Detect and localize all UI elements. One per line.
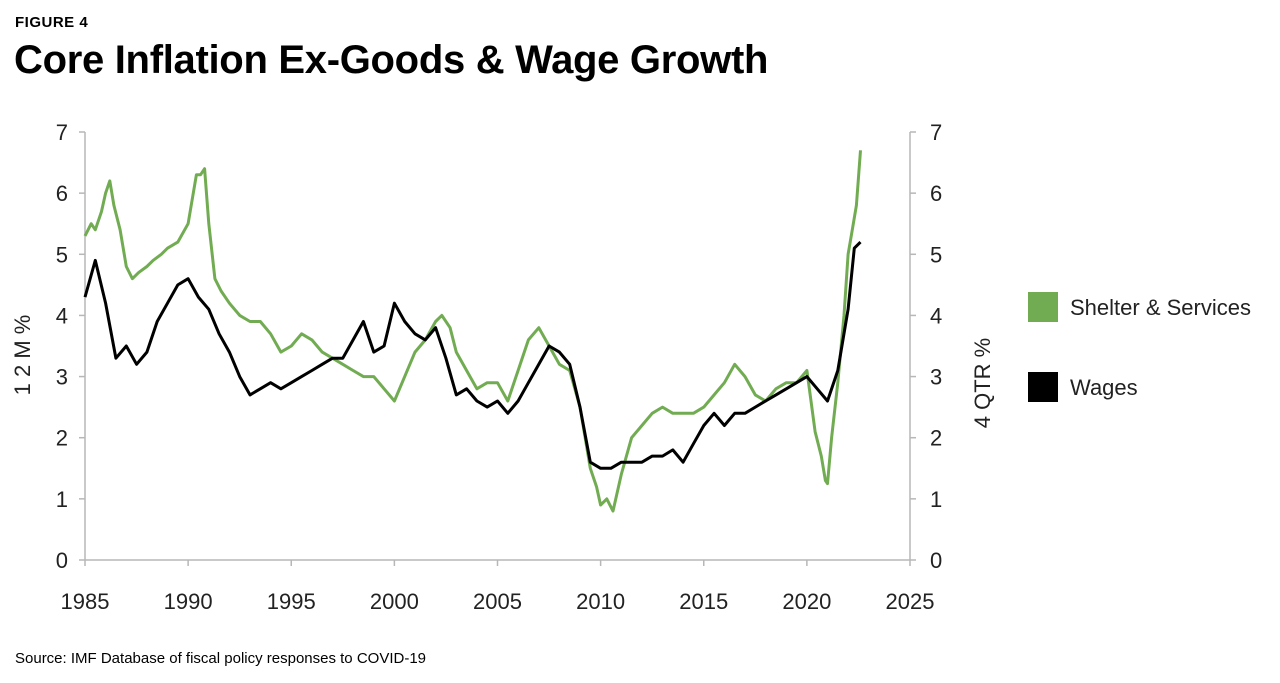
series-line-shelter-services: [83, 150, 862, 513]
x-tick-label: 1995: [267, 589, 316, 614]
y-left-tick-label: 7: [56, 120, 68, 145]
y-right-tick-label: 4: [930, 303, 942, 328]
series-line-wages: [83, 241, 862, 470]
y-left-tick-label: 3: [56, 365, 68, 390]
y-right-tick-label: 2: [930, 426, 942, 451]
x-tick-label: 2005: [473, 589, 522, 614]
y-right-tick-label: 1: [930, 487, 942, 512]
y-left-tick-label: 4: [56, 303, 68, 328]
y-right-tick-label: 5: [930, 242, 942, 267]
y-left-tick-label: 6: [56, 181, 68, 206]
legend-label-shelter: Shelter & Services: [1070, 295, 1251, 320]
source-note: Source: IMF Database of fiscal policy re…: [15, 650, 427, 667]
x-tick-label: 2015: [679, 589, 728, 614]
x-tick-label: 2000: [370, 589, 419, 614]
x-tick-label: 1985: [61, 589, 110, 614]
y-right-tick-label: 7: [930, 120, 942, 145]
y-axis-label-right: 4 QTR %: [970, 338, 995, 428]
chart-axes: [84, 132, 911, 561]
legend: Shelter & Services Wages: [1028, 292, 1251, 402]
y-left-tick-label: 0: [56, 548, 68, 573]
chart-lines: [83, 150, 862, 513]
y-left-tick-label: 5: [56, 242, 68, 267]
y-right-tick-label: 6: [930, 181, 942, 206]
x-tick-label: 2020: [782, 589, 831, 614]
figure-label: FIGURE 4: [15, 14, 89, 31]
chart-title: Core Inflation Ex-Goods & Wage Growth: [14, 38, 769, 82]
y-axis-label-left: 1 2 M %: [10, 315, 35, 396]
y-left-tick-label: 2: [56, 426, 68, 451]
legend-swatch-wages: [1028, 372, 1058, 402]
y-right-tick-label: 3: [930, 365, 942, 390]
x-tick-label: 1990: [164, 589, 213, 614]
y-right-tick-label: 0: [930, 548, 942, 573]
x-tick-label: 2025: [886, 589, 935, 614]
y-left-tick-label: 1: [56, 487, 68, 512]
x-tick-label: 2010: [576, 589, 625, 614]
legend-swatch-shelter: [1028, 292, 1058, 322]
legend-label-wages: Wages: [1070, 375, 1138, 400]
chart-ticks: 0 1 2 3 4 5 6 7 0 1 2 3 4 5 6 7 1985 1990 1995 2000 2005 2010…: [56, 120, 943, 614]
